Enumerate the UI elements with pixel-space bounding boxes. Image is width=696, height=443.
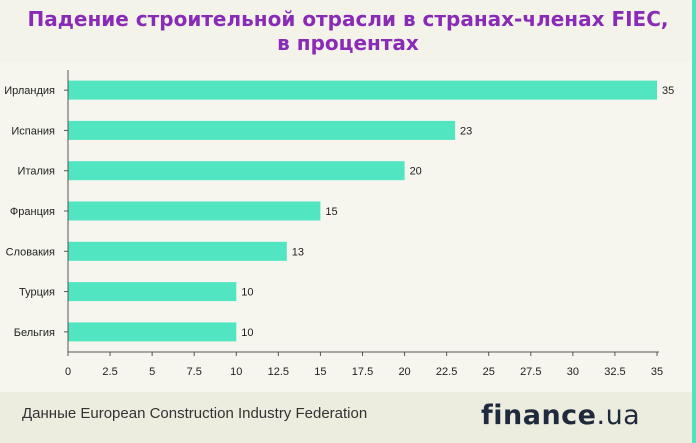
bar: [68, 161, 405, 181]
x-tick-label: 32.5: [604, 366, 625, 378]
bar: [68, 322, 237, 342]
data-label: 35: [662, 85, 674, 97]
bar: [68, 80, 657, 100]
x-tick-label: 35: [651, 366, 663, 378]
x-tick-label: 15: [314, 366, 326, 378]
data-label: 10: [241, 287, 253, 299]
logo-domain: .ua: [596, 400, 641, 431]
title-line-1: Падение строительной отрасли в странах-ч…: [27, 7, 669, 31]
scrollbar[interactable]: [692, 0, 696, 443]
category-label: Ирландия: [4, 85, 55, 97]
labels-group: Ирландия 35 Испания 23 Италия 20 Франция 15 Слов…: [4, 85, 674, 378]
x-tick-label: 12.5: [268, 366, 289, 378]
x-tick-label: 0: [65, 366, 71, 378]
bar: [68, 241, 287, 261]
x-tick-label: 30: [567, 366, 579, 378]
data-label: 23: [460, 125, 472, 137]
footer: [0, 392, 696, 443]
logo-bold: finance: [481, 400, 597, 431]
category-label: Франция: [10, 206, 55, 218]
data-label: 15: [325, 206, 337, 218]
data-label: 13: [292, 246, 304, 258]
data-label: 20: [410, 166, 422, 178]
chart-title: Падение строительной отрасли в странах-ч…: [0, 7, 696, 55]
bars-group: [68, 80, 657, 342]
x-tick-label: 22.5: [436, 366, 457, 378]
category-label: Словакия: [6, 246, 55, 258]
finance-ua-logo[interactable]: finance.ua: [481, 400, 640, 431]
title-line-2: в процентах: [277, 31, 419, 55]
category-label: Испания: [11, 125, 55, 137]
category-label: Италия: [18, 166, 56, 178]
category-label: Турция: [19, 287, 55, 299]
bar: [68, 201, 321, 221]
x-tick-label: 25: [483, 366, 495, 378]
x-tick-label: 5: [149, 366, 155, 378]
x-tick-label: 20: [398, 366, 410, 378]
x-tick-label: 7.5: [187, 366, 202, 378]
x-tick-label: 2.5: [102, 366, 117, 378]
x-tick-label: 17.5: [352, 366, 373, 378]
chart-header: [0, 0, 696, 62]
x-tick-label: 27.5: [520, 366, 541, 378]
source-text: Данные European Construction Industry Fe…: [22, 405, 368, 422]
category-label: Бельгия: [14, 327, 55, 339]
data-label: 10: [241, 327, 253, 339]
x-tick-label: 10: [230, 366, 242, 378]
axes-group: [64, 70, 659, 356]
bar: [68, 282, 237, 302]
bar: [68, 120, 456, 140]
